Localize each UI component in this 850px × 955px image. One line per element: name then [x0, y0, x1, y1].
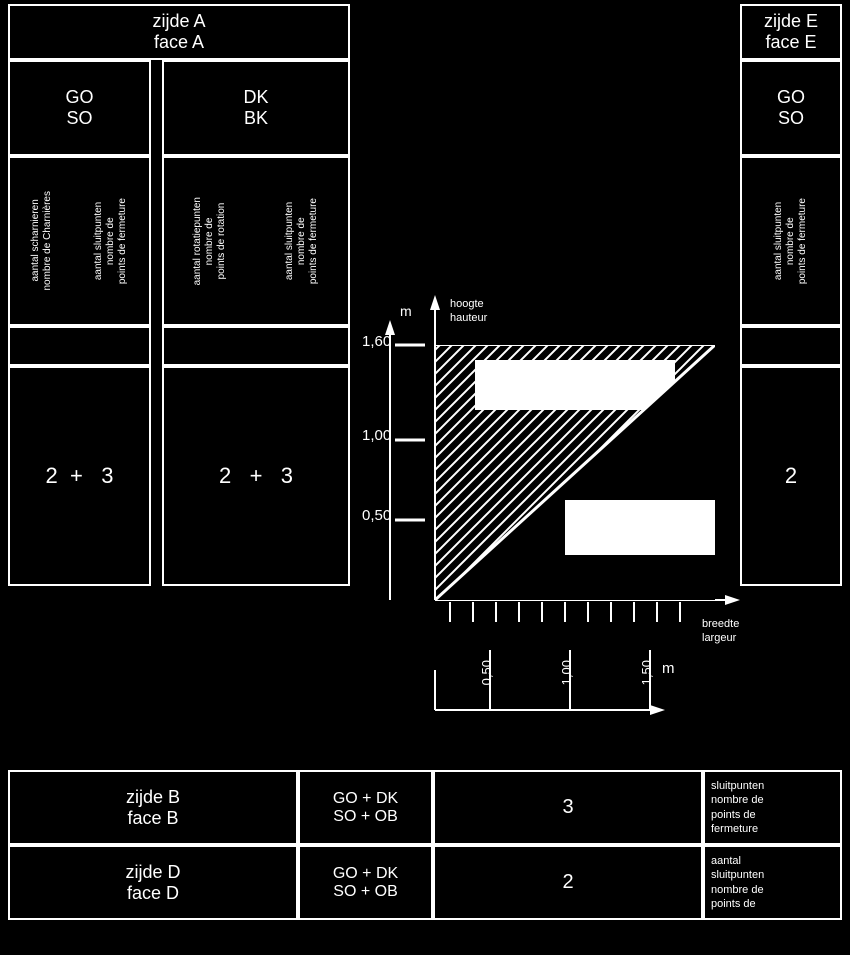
header-E-line1: zijde E [764, 11, 818, 32]
subheader-E: GO SO [740, 60, 842, 156]
ytick-2: 0,50 [362, 507, 391, 524]
vlabel-A1: aantal scharnieren nombre de Charnières … [8, 156, 151, 326]
subheader-E-line1: GO [777, 87, 805, 108]
label-B-right-text: sluitpunten nombre de points de fermetur… [711, 779, 764, 836]
vlabel-A1-left: aantal scharnieren nombre de Charnières [30, 191, 54, 291]
xtick-1: 1,00 [559, 660, 575, 685]
subheader-A2-line2: BK [244, 108, 268, 129]
value-B-text: 3 [562, 796, 573, 819]
subheader-A1-line2: SO [66, 108, 92, 129]
subheader-A2: DK BK [162, 60, 350, 156]
subheader-B-line1: GO + DK [333, 790, 398, 808]
vlabel-A2: aantal rotatiepunten nombre de points de… [162, 156, 350, 326]
subheader-D: GO + DK SO + OB [298, 845, 433, 920]
vlabel-E: aantal sluitpunten nombre de points de f… [740, 156, 842, 326]
subheader-A1: GO SO [8, 60, 151, 156]
spacer-E [740, 326, 842, 366]
header-B: zijde B face B [8, 770, 298, 845]
subheader-D-line1: GO + DK [333, 865, 398, 883]
label-D-right-text: aantal sluitpunten nombre de points de [711, 854, 764, 911]
header-E: zijde E face E [740, 4, 842, 60]
value-D: 2 [433, 845, 703, 920]
header-B-line1: zijde B [126, 787, 180, 808]
vlabel-E-text: aantal sluitpunten nombre de points de f… [773, 198, 809, 284]
spacer-A1 [8, 326, 151, 366]
subheader-E-line2: SO [778, 108, 804, 129]
value-A1: 2 + 3 [8, 366, 151, 586]
chart-xlabel: breedte largeur [702, 617, 739, 646]
vlabel-A1-right: aantal sluitpunten nombre de points de f… [93, 198, 129, 284]
value-A1-text: 2 + 3 [46, 463, 114, 489]
value-A2: 2 + 3 [162, 366, 350, 586]
header-B-line2: face B [127, 808, 178, 829]
chart-ylabel: hoogte hauteur [450, 297, 487, 326]
header-D: zijde D face D [8, 845, 298, 920]
subheader-A1-line1: GO [65, 87, 93, 108]
value-B: 3 [433, 770, 703, 845]
header-A-line1: zijde A [152, 11, 205, 32]
value-E-text: 2 [785, 463, 797, 489]
value-A2-text: 2 + 3 [219, 463, 293, 489]
header-D-line2: face D [127, 883, 179, 904]
header-A-line2: face A [154, 32, 204, 53]
ytick-0: 1,60 [362, 333, 391, 350]
subheader-B: GO + DK SO + OB [298, 770, 433, 845]
xtick-0: 0,50 [479, 660, 495, 685]
header-A: zijde A face A [8, 4, 350, 60]
value-D-text: 2 [562, 871, 573, 894]
spacer-A2 [162, 326, 350, 366]
xtick-2: 1,50 [639, 660, 655, 685]
vlabel-A2-right: aantal sluitpunten nombre de points de f… [284, 198, 320, 284]
header-D-line1: zijde D [125, 862, 180, 883]
subheader-B-line2: SO + OB [333, 808, 397, 826]
vlabel-A2-left: aantal rotatiepunten nombre de points de… [192, 197, 228, 285]
subheader-A2-line1: DK [243, 87, 268, 108]
value-E: 2 [740, 366, 842, 586]
ytick-1: 1,00 [362, 427, 391, 444]
label-D-right: aantal sluitpunten nombre de points de [703, 845, 842, 920]
chart-unit-y: m [400, 303, 412, 319]
header-E-line2: face E [765, 32, 816, 53]
chart-svg [355, 250, 740, 730]
label-B-right: sluitpunten nombre de points de fermetur… [703, 770, 842, 845]
subheader-D-line2: SO + OB [333, 883, 397, 901]
chart-unit-x: m [662, 660, 675, 677]
